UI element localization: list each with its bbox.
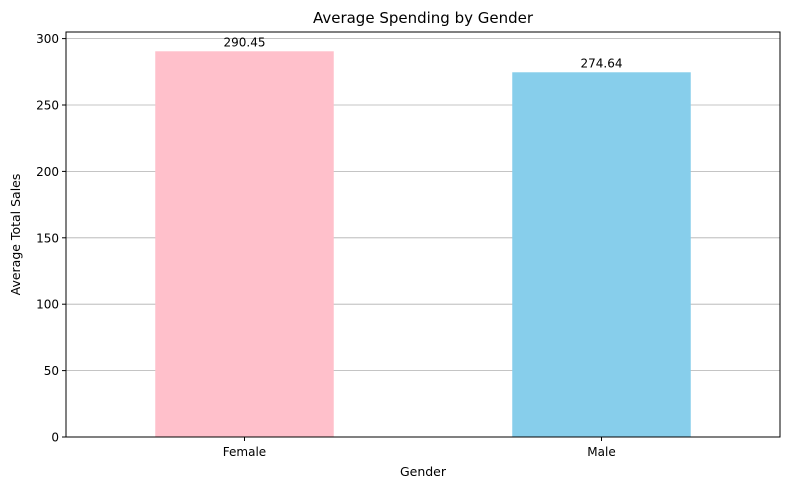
data-label-female: 290.45 [224,35,266,49]
y-tick-label: 200 [36,165,59,179]
chart-title: Average Spending by Gender [313,9,534,27]
y-tick-label: 150 [36,231,59,245]
bars [155,51,691,437]
y-tick-label: 0 [51,431,59,445]
y-tick-label: 50 [44,364,59,378]
x-axis-label: Gender [400,464,447,479]
y-axis-label: Average Total Sales [8,174,23,296]
x-tick-label-male: Male [587,445,615,459]
y-tick-label: 300 [36,32,59,46]
y-tick-label: 250 [36,99,59,113]
data-labels: 290.45 274.64 [224,35,623,70]
bar-male [512,72,691,437]
data-label-male: 274.64 [581,56,623,70]
x-tick-label-female: Female [223,445,266,459]
x-axis-ticks: Female Male [223,437,616,459]
plot-frame [65,31,781,438]
y-axis-ticks: 0 50 100 150 200 250 300 [36,32,66,445]
y-tick-label: 100 [36,298,59,312]
bar-female [155,51,334,437]
